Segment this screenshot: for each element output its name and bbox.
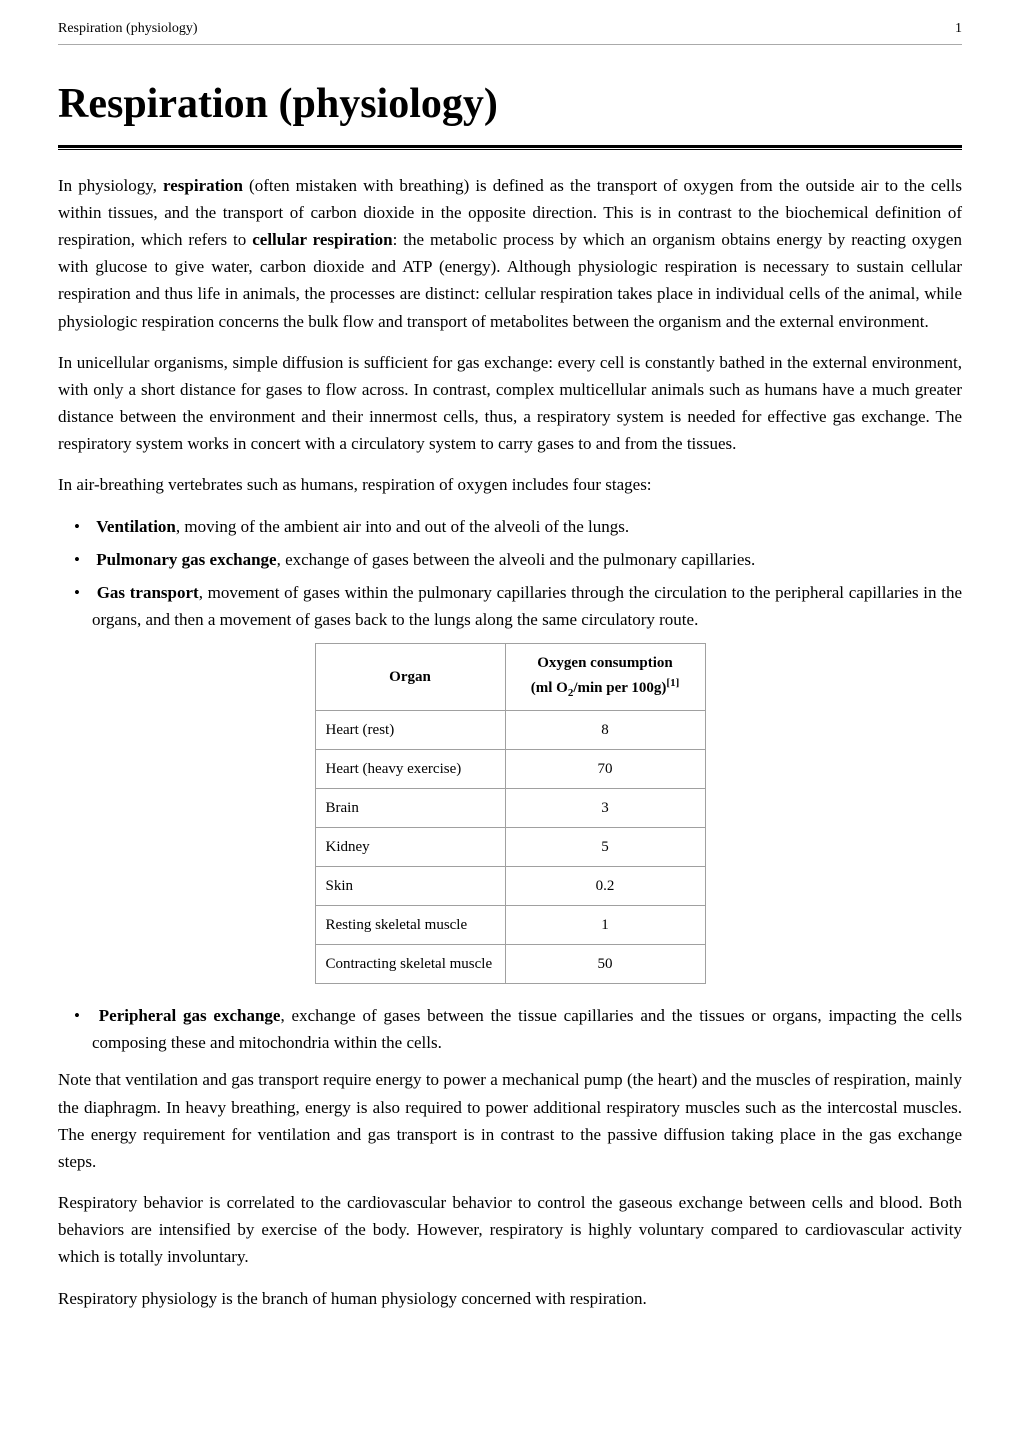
reference-marker: [1] <box>666 677 679 689</box>
table-row: Heart (heavy exercise) 70 <box>315 749 705 788</box>
table-header-organ: Organ <box>315 644 505 711</box>
running-head-right: 1 <box>955 18 962 40</box>
text: Oxygen consumption <box>537 655 672 671</box>
organ-cell: Heart (heavy exercise) <box>315 749 505 788</box>
table-row: Heart (rest) 8 <box>315 710 705 749</box>
behavior-paragraph: Respiratory behavior is correlated to th… <box>58 1189 962 1271</box>
value-cell: 50 <box>505 944 705 983</box>
term-respiration: respiration <box>163 176 243 195</box>
list-item: Pulmonary gas exchange, exchange of gase… <box>58 546 962 573</box>
organ-cell: Kidney <box>315 827 505 866</box>
text: , movement of gases within the pulmonary… <box>92 583 962 629</box>
text: , moving of the ambient air into and out… <box>176 517 629 536</box>
table-row: Skin 0.2 <box>315 866 705 905</box>
value-cell: 1 <box>505 905 705 944</box>
stage-name: Peripheral gas exchange <box>99 1006 281 1025</box>
value-cell: 8 <box>505 710 705 749</box>
organ-cell: Skin <box>315 866 505 905</box>
title-rule-thin <box>58 149 962 150</box>
text: /min per 100g) <box>573 680 666 696</box>
title-rule-thick <box>58 145 962 148</box>
stages-list-continued: Peripheral gas exchange, exchange of gas… <box>58 1002 962 1056</box>
stage-name: Gas transport <box>97 583 199 602</box>
stage-name: Pulmonary gas exchange <box>96 550 276 569</box>
organ-cell: Contracting skeletal muscle <box>315 944 505 983</box>
table-row: Resting skeletal muscle 1 <box>315 905 705 944</box>
text: (ml O <box>531 680 568 696</box>
stages-intro-paragraph: In air-breathing vertebrates such as hum… <box>58 471 962 498</box>
term-cellular-respiration: cellular respiration <box>252 230 392 249</box>
running-header: Respiration (physiology) 1 <box>58 0 962 45</box>
list-item: Peripheral gas exchange, exchange of gas… <box>58 1002 962 1056</box>
table-row: Kidney 5 <box>315 827 705 866</box>
stages-list: Ventilation, moving of the ambient air i… <box>58 513 962 634</box>
text: , exchange of gases between the alveoli … <box>277 550 756 569</box>
running-head-left: Respiration (physiology) <box>58 18 198 40</box>
table-row: Brain 3 <box>315 788 705 827</box>
unicellular-paragraph: In unicellular organisms, simple diffusi… <box>58 349 962 458</box>
table-header-row: Organ Oxygen consumption (ml O2/min per … <box>315 644 705 711</box>
value-cell: 0.2 <box>505 866 705 905</box>
value-cell: 70 <box>505 749 705 788</box>
organ-cell: Heart (rest) <box>315 710 505 749</box>
note-paragraph: Note that ventilation and gas transport … <box>58 1066 962 1175</box>
text: In physiology, <box>58 176 163 195</box>
intro-paragraph: In physiology, respiration (often mistak… <box>58 172 962 335</box>
table-header-oxygen: Oxygen consumption (ml O2/min per 100g)[… <box>505 644 705 711</box>
oxygen-consumption-table: Organ Oxygen consumption (ml O2/min per … <box>315 643 706 984</box>
stage-name: Ventilation <box>96 517 176 536</box>
value-cell: 3 <box>505 788 705 827</box>
list-item: Ventilation, moving of the ambient air i… <box>58 513 962 540</box>
organ-cell: Resting skeletal muscle <box>315 905 505 944</box>
table-row: Contracting skeletal muscle 50 <box>315 944 705 983</box>
branch-paragraph: Respiratory physiology is the branch of … <box>58 1285 962 1312</box>
list-item: Gas transport, movement of gases within … <box>58 579 962 633</box>
organ-cell: Brain <box>315 788 505 827</box>
value-cell: 5 <box>505 827 705 866</box>
page-title: Respiration (physiology) <box>58 71 962 138</box>
